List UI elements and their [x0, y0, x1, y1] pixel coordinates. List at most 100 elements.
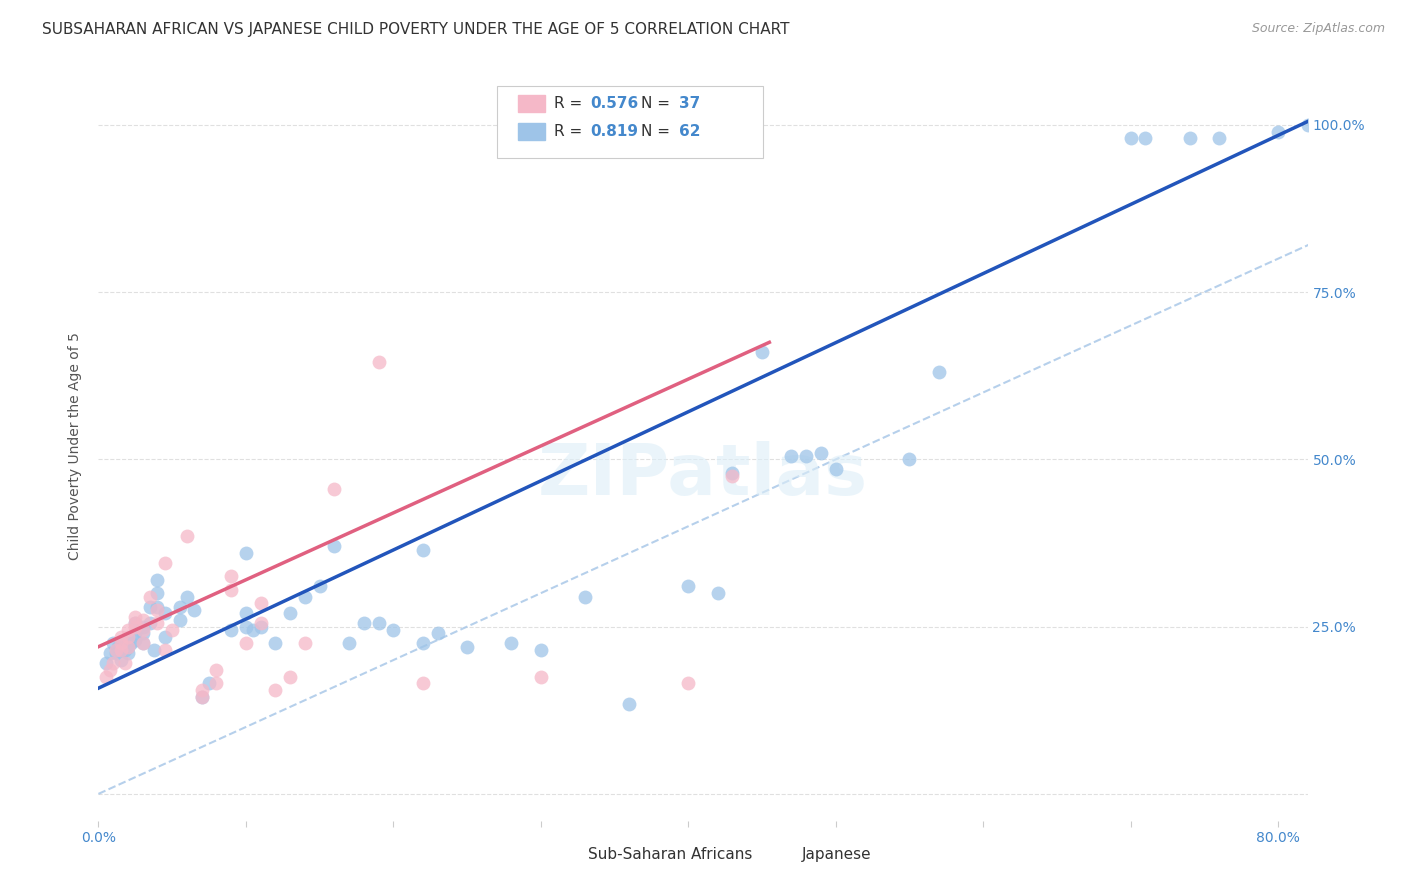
Point: [117, 640, 139, 654]
FancyBboxPatch shape: [517, 123, 544, 139]
Point: [706, 586, 728, 600]
FancyBboxPatch shape: [517, 95, 544, 112]
Point: [678, 676, 700, 690]
Point: [810, 446, 832, 460]
Point: [131, 613, 153, 627]
Point: [124, 633, 146, 648]
Text: SUBSAHARAN AFRICAN VS JAPANESE CHILD POVERTY UNDER THE AGE OF 5 CORRELATION CHAR: SUBSAHARAN AFRICAN VS JAPANESE CHILD POV…: [42, 22, 790, 37]
Point: [308, 580, 330, 594]
Text: 62: 62: [679, 124, 700, 139]
Point: [824, 462, 846, 476]
Point: [1178, 131, 1201, 145]
Text: Japanese: Japanese: [803, 847, 872, 862]
Point: [124, 616, 146, 631]
Text: R =: R =: [554, 124, 588, 139]
Point: [94, 670, 117, 684]
Text: N =: N =: [641, 124, 675, 139]
Point: [382, 623, 405, 637]
Point: [530, 670, 553, 684]
Point: [101, 657, 124, 671]
Point: [176, 590, 198, 604]
Text: R =: R =: [554, 96, 588, 112]
Point: [249, 616, 271, 631]
Point: [124, 620, 146, 634]
Point: [619, 697, 641, 711]
FancyBboxPatch shape: [558, 847, 582, 863]
Point: [146, 573, 169, 587]
Point: [353, 616, 375, 631]
Point: [124, 616, 146, 631]
Point: [235, 546, 257, 560]
Point: [574, 590, 596, 604]
Point: [110, 636, 132, 650]
Point: [143, 643, 166, 657]
Point: [264, 636, 287, 650]
Point: [124, 609, 146, 624]
Text: ZIPatlas: ZIPatlas: [538, 442, 868, 510]
Text: N =: N =: [641, 96, 675, 112]
Point: [98, 663, 121, 677]
Point: [120, 636, 142, 650]
Point: [412, 636, 434, 650]
Point: [205, 663, 228, 677]
Point: [98, 646, 121, 660]
Point: [337, 636, 360, 650]
Point: [105, 643, 128, 657]
Point: [139, 599, 162, 614]
Point: [412, 542, 434, 557]
Point: [1208, 131, 1230, 145]
Point: [278, 670, 301, 684]
Point: [190, 690, 212, 704]
Point: [146, 603, 169, 617]
Point: [235, 620, 257, 634]
Point: [530, 643, 553, 657]
Point: [294, 636, 316, 650]
Point: [721, 469, 744, 483]
Point: [198, 676, 221, 690]
Point: [131, 626, 153, 640]
Point: [169, 613, 191, 627]
Text: Source: ZipAtlas.com: Source: ZipAtlas.com: [1251, 22, 1385, 36]
Point: [117, 646, 139, 660]
Point: [117, 640, 139, 654]
Point: [190, 690, 212, 704]
Point: [249, 596, 271, 610]
Point: [1119, 131, 1142, 145]
Point: [294, 590, 316, 604]
Point: [110, 630, 132, 644]
Point: [153, 556, 176, 570]
Point: [249, 620, 271, 634]
Point: [160, 623, 183, 637]
Point: [176, 529, 198, 543]
Point: [780, 449, 803, 463]
Point: [1296, 118, 1319, 132]
Text: 37: 37: [679, 96, 700, 112]
Point: [114, 643, 136, 657]
Point: [278, 607, 301, 621]
Point: [117, 636, 139, 650]
Point: [131, 636, 153, 650]
Point: [190, 683, 212, 698]
Point: [235, 636, 257, 650]
Point: [117, 630, 139, 644]
Point: [426, 626, 449, 640]
Point: [678, 580, 700, 594]
Point: [169, 599, 191, 614]
Point: [146, 586, 169, 600]
Y-axis label: Child Poverty Under the Age of 5: Child Poverty Under the Age of 5: [69, 332, 83, 560]
Text: Sub-Saharan Africans: Sub-Saharan Africans: [588, 847, 752, 862]
Point: [242, 623, 264, 637]
Point: [219, 623, 242, 637]
Point: [898, 452, 921, 467]
Point: [928, 366, 950, 380]
Point: [146, 599, 169, 614]
Point: [117, 623, 139, 637]
Point: [139, 616, 162, 631]
Point: [367, 355, 389, 369]
Point: [105, 646, 128, 660]
Point: [110, 636, 132, 650]
Point: [1267, 125, 1289, 139]
Point: [721, 466, 744, 480]
Point: [110, 643, 132, 657]
Point: [153, 643, 176, 657]
